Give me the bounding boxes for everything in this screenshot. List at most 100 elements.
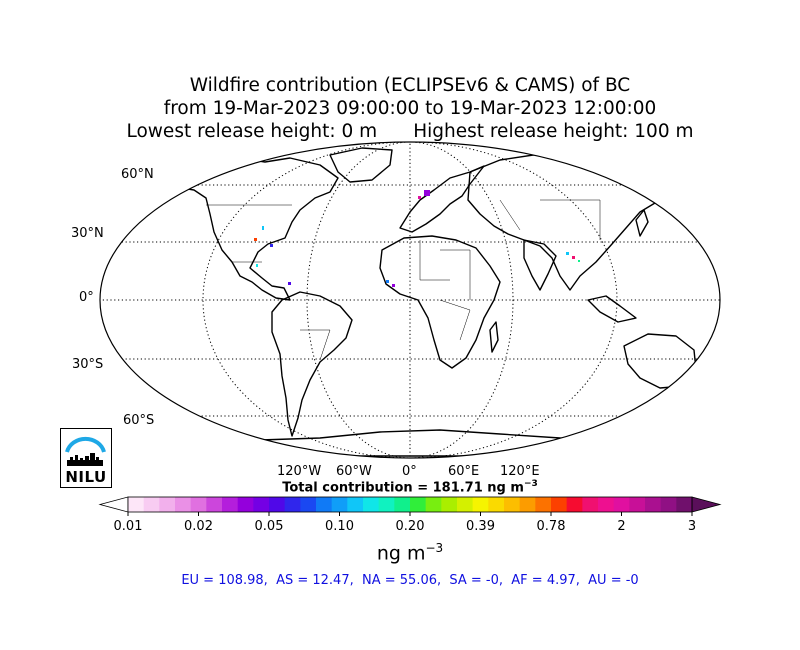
colorbar-swatch bbox=[613, 497, 630, 512]
lowest-release-height: Lowest release height: 0 m bbox=[126, 121, 378, 142]
colorbar-swatch bbox=[629, 497, 646, 512]
colorbar-swatch bbox=[519, 497, 536, 512]
title-line-1: Wildfire contribution (ECLIPSEv6 & CAMS)… bbox=[189, 75, 631, 96]
colorbar-swatch bbox=[535, 497, 552, 512]
fire-pixel bbox=[424, 190, 430, 196]
colorbar-tick-label: 0.10 bbox=[325, 519, 354, 534]
colorbar-swatch bbox=[425, 497, 442, 512]
new-zealand-outline bbox=[703, 379, 715, 401]
colorbar-under-extension bbox=[98, 496, 129, 513]
lon-label-120w: 120°W bbox=[277, 464, 322, 479]
colorbar-swatch bbox=[269, 497, 286, 512]
colorbar-tick-label: 0.20 bbox=[395, 519, 425, 534]
north-america-outline bbox=[174, 157, 339, 301]
lon-label-60e: 60°E bbox=[448, 464, 480, 479]
india-outline bbox=[523, 239, 557, 291]
colorbar-tick-label: 0.78 bbox=[536, 519, 566, 534]
colorbar-swatch bbox=[347, 497, 364, 512]
colorbar-swatch bbox=[190, 497, 207, 512]
colorbar-swatch bbox=[504, 497, 521, 512]
lat-label-0: 0° bbox=[79, 290, 94, 305]
colorbar-swatch bbox=[128, 497, 145, 512]
africa-outline bbox=[379, 235, 501, 369]
colorbar-units: ng m−3 bbox=[0, 541, 800, 564]
japan-outline bbox=[635, 209, 649, 237]
fire-pixel bbox=[566, 252, 569, 255]
region-totals: EU = 108.98, AS = 12.47, NA = 55.06, SA … bbox=[181, 573, 639, 588]
colorbar-tick-label: 3 bbox=[687, 519, 697, 534]
colorbar-swatch bbox=[676, 497, 693, 512]
greenland-outline bbox=[329, 147, 393, 183]
total-contribution-text: Total contribution = 181.71 ng m bbox=[282, 480, 524, 496]
colorbar-swatch bbox=[363, 497, 380, 512]
colorbar-swatch bbox=[551, 497, 568, 512]
australia-outline bbox=[623, 333, 697, 389]
total-exponent: −3 bbox=[523, 479, 538, 489]
colorbar-swatch bbox=[284, 497, 301, 512]
colorbar-swatch bbox=[566, 497, 583, 512]
lat-label-60n: 60°N bbox=[121, 167, 154, 182]
colorbar-swatch bbox=[222, 497, 239, 512]
fire-pixel bbox=[418, 196, 421, 199]
nilu-logo: NILU bbox=[60, 428, 112, 488]
colorbar-swatch bbox=[488, 497, 505, 512]
graticule-meridians bbox=[202, 142, 618, 458]
colorbar bbox=[98, 496, 722, 516]
globe-outline bbox=[99, 141, 721, 459]
fire-pixel bbox=[386, 280, 389, 283]
colorbar-swatch bbox=[441, 497, 458, 512]
colorbar-swatch bbox=[143, 497, 160, 512]
europe-outline bbox=[399, 165, 485, 233]
colorbar-swatch bbox=[472, 497, 489, 512]
colorbar-swatch bbox=[206, 497, 223, 512]
release-heights: Lowest release height: 0 m Highest releas… bbox=[0, 120, 800, 143]
colorbar-swatch bbox=[394, 497, 411, 512]
fire-pixel bbox=[262, 226, 264, 230]
country-borders bbox=[206, 199, 601, 361]
lat-label-30n: 30°N bbox=[71, 226, 104, 241]
units-exponent: −3 bbox=[425, 541, 444, 555]
title-line-2: from 19-Mar-2023 09:00:00 to 19-Mar-2023… bbox=[163, 98, 657, 119]
colorbar-swatch bbox=[253, 497, 270, 512]
lon-label-120e: 120°E bbox=[500, 464, 540, 479]
contribution-pixels bbox=[254, 190, 580, 287]
lat-label-60s: 60°S bbox=[123, 413, 155, 428]
colorbar-swatch bbox=[316, 497, 333, 512]
nilu-skyline-icon bbox=[65, 436, 106, 466]
colorbar-swatch bbox=[175, 497, 192, 512]
nilu-logo-text: NILU bbox=[65, 468, 107, 486]
fire-pixel bbox=[572, 256, 575, 259]
colorbar-tick-label: 0.05 bbox=[254, 519, 284, 534]
south-america-outline bbox=[271, 291, 353, 437]
map-title: Wildfire contribution (ECLIPSEv6 & CAMS)… bbox=[0, 74, 800, 143]
colorbar-swatch bbox=[457, 497, 474, 512]
colorbar-tick-label: 0.01 bbox=[113, 519, 143, 534]
colorbar-tick-label: 0.02 bbox=[184, 519, 213, 534]
lon-label-0: 0° bbox=[402, 464, 417, 479]
lon-label-60w: 60°W bbox=[336, 464, 372, 479]
colorbar-swatch bbox=[331, 497, 348, 512]
fire-pixel bbox=[578, 260, 580, 262]
madagascar-outline bbox=[489, 321, 499, 353]
colorbar-swatch bbox=[582, 497, 599, 512]
colorbar-tick-label: 2 bbox=[617, 519, 626, 534]
southeast-asia-islands-outline bbox=[587, 295, 637, 323]
fire-pixel bbox=[288, 282, 291, 285]
highest-release-height: Highest release height: 100 m bbox=[413, 121, 694, 142]
colorbar-swatch bbox=[159, 497, 176, 512]
fire-pixel bbox=[256, 264, 258, 267]
colorbar-swatch bbox=[660, 497, 677, 512]
colorbar-swatch bbox=[645, 497, 662, 512]
colorbar-swatch bbox=[410, 497, 427, 512]
colorbar-over-extension bbox=[691, 496, 722, 513]
colorbar-swatch bbox=[598, 497, 615, 512]
colorbar-swatch bbox=[237, 497, 254, 512]
total-contribution: Total contribution = 181.71 ng m−3 bbox=[0, 479, 800, 495]
units-base: ng m bbox=[376, 542, 426, 565]
fire-pixel bbox=[392, 284, 395, 287]
fire-pixel bbox=[254, 238, 257, 241]
lat-label-30s: 30°S bbox=[72, 357, 104, 372]
colorbar-tick-label: 0.39 bbox=[466, 519, 495, 534]
colorbar-swatch bbox=[300, 497, 317, 512]
